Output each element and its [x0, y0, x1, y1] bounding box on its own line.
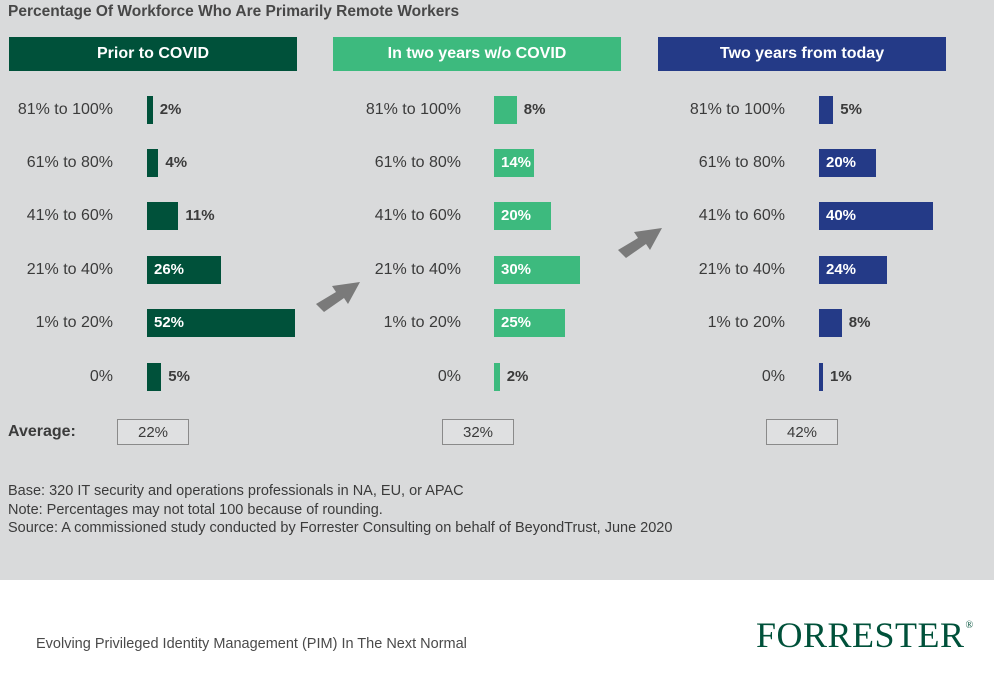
category-label: 0% [761, 368, 785, 385]
data-label: 40% [826, 207, 857, 224]
trademark-symbol: ® [965, 620, 974, 631]
category-label: 1% to 20% [383, 314, 461, 331]
data-label: 5% [168, 368, 190, 385]
report-title: Evolving Privileged Identity Management … [36, 636, 467, 652]
bar-1-4 [147, 256, 222, 284]
bar-3-3 [819, 202, 933, 230]
bar-3-6 [819, 363, 823, 391]
data-label: 26% [154, 261, 185, 278]
category-label: 81% to 100% [689, 101, 785, 118]
data-label: 25% [501, 314, 532, 331]
category-label: 1% to 20% [707, 314, 785, 331]
chart-panel: Percentage Of Workforce Who Are Primaril… [0, 0, 994, 580]
data-label: 2% [159, 101, 182, 118]
note-rounding: Note: Percentages may not total 100 beca… [8, 501, 383, 518]
data-label: 8% [523, 101, 546, 118]
data-label: 20% [501, 207, 532, 224]
category-label: 1% to 20% [35, 314, 113, 331]
category-label: 41% to 60% [698, 207, 785, 224]
bar-3-4 [819, 256, 888, 284]
bar-2-1 [494, 96, 517, 124]
bar-1-1 [147, 96, 153, 124]
series-header-3: Two years from today [658, 37, 946, 71]
note-source: Source: A commissioned study conducted b… [8, 520, 673, 536]
chart-title: Percentage Of Workforce Who Are Primaril… [8, 3, 460, 20]
data-label: 20% [826, 154, 857, 171]
category-label: 21% to 40% [698, 261, 785, 278]
category-label: 21% to 40% [374, 261, 461, 278]
average-value-2: 32% [442, 419, 514, 445]
bar-1-6 [147, 363, 162, 391]
category-label: 61% to 80% [374, 154, 461, 171]
series-header-1: Prior to COVID [9, 37, 297, 71]
data-label: 5% [840, 101, 862, 118]
category-label: 0% [437, 368, 461, 385]
arrow-icon-1 [316, 282, 360, 312]
category-label: 81% to 100% [17, 101, 113, 118]
bar-2-2 [494, 149, 534, 177]
category-label: 61% to 80% [26, 154, 113, 171]
bar-3-1 [819, 96, 834, 124]
average-label: Average: [8, 423, 76, 440]
data-label: 2% [506, 368, 529, 385]
data-label: 4% [165, 154, 188, 171]
category-label: 41% to 60% [374, 207, 461, 224]
arrow-icon-2 [618, 228, 662, 258]
bar-3-2 [819, 149, 876, 177]
data-label: 14% [501, 154, 532, 171]
average-value-1: 22% [117, 419, 189, 445]
logo-text: FORRESTER [756, 615, 965, 655]
bar-3-5 [819, 309, 842, 337]
category-label: 61% to 80% [698, 154, 785, 171]
bar-2-4 [494, 256, 580, 284]
bar-2-6 [494, 363, 500, 391]
bar-1-2 [147, 149, 159, 177]
category-label: 81% to 100% [365, 101, 461, 118]
data-label: 11% [185, 207, 215, 224]
average-value-3: 42% [766, 419, 838, 445]
data-label: 52% [154, 314, 185, 331]
chart-notes: Base: 320 IT security and operations pro… [8, 482, 672, 538]
forrester-logo: FORRESTER® [756, 614, 974, 656]
data-label: 30% [501, 261, 532, 278]
data-label: 8% [848, 314, 871, 331]
data-label: 1% [830, 368, 852, 385]
category-label: 21% to 40% [26, 261, 113, 278]
bar-2-5 [494, 309, 566, 337]
series-header-2: In two years w/o COVID [333, 37, 621, 71]
bar-2-3 [494, 202, 551, 230]
category-label: 0% [89, 368, 113, 385]
bar-1-3 [147, 202, 179, 230]
bar-1-5 [147, 309, 296, 337]
category-label: 41% to 60% [26, 207, 113, 224]
data-label: 24% [826, 261, 857, 278]
note-base: Base: 320 IT security and operations pro… [8, 483, 464, 499]
